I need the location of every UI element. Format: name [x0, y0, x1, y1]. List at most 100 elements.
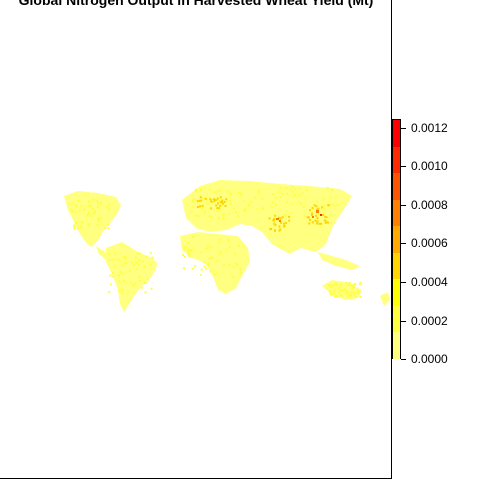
grid-cell	[332, 290, 335, 293]
land-cells	[64, 180, 390, 312]
grid-cell	[329, 284, 332, 287]
grid-cell	[140, 286, 143, 289]
grid-cell	[300, 203, 303, 206]
grid-cell	[187, 253, 190, 256]
grid-cell	[73, 227, 76, 230]
grid-cell	[149, 252, 152, 255]
grid-cell	[302, 214, 305, 217]
grid-cell	[225, 199, 228, 202]
grid-cell	[104, 227, 107, 230]
grid-cell	[346, 282, 349, 285]
grid-cell	[210, 200, 213, 203]
grid-cell	[316, 217, 319, 220]
grid-cell	[348, 294, 351, 297]
grid-cell	[316, 208, 319, 211]
grid-cell	[225, 248, 228, 251]
grid-cell	[203, 265, 206, 268]
grid-cell	[268, 217, 271, 220]
grid-cell	[77, 199, 80, 202]
grid-cell	[84, 208, 87, 211]
grid-cell	[203, 212, 206, 215]
grid-cell	[331, 189, 334, 192]
grid-cell	[289, 188, 292, 191]
grid-cell	[347, 295, 350, 298]
grid-cell	[325, 220, 328, 223]
grid-cell	[353, 291, 356, 294]
grid-cell	[87, 212, 90, 215]
grid-cell	[278, 225, 281, 228]
grid-cell	[257, 190, 260, 193]
grid-cell	[210, 215, 213, 218]
grid-cell	[145, 255, 148, 258]
grid-cell	[199, 188, 202, 191]
grid-cell	[306, 216, 309, 219]
grid-cell	[291, 190, 294, 193]
grid-cell	[315, 214, 318, 217]
grid-cell	[108, 291, 111, 294]
grid-cell	[121, 288, 124, 291]
grid-cell	[284, 221, 287, 224]
grid-cell	[338, 291, 341, 294]
grid-cell	[304, 197, 307, 200]
grid-cell	[314, 219, 317, 222]
grid-cell	[75, 204, 78, 207]
grid-cell	[354, 282, 357, 285]
grid-cell	[109, 283, 112, 286]
grid-cell	[97, 220, 100, 223]
grid-cell	[279, 220, 281, 222]
grid-cell	[239, 193, 242, 196]
grid-cell	[201, 205, 204, 208]
grid-cell	[301, 192, 304, 195]
grid-cell	[219, 250, 222, 253]
grid-cell	[219, 204, 222, 207]
grid-cell	[80, 220, 83, 223]
grid-cell	[208, 257, 211, 260]
grid-cell	[96, 224, 99, 227]
grid-cell	[331, 284, 334, 287]
grid-cell	[274, 229, 277, 232]
grid-cell	[329, 214, 332, 217]
grid-cell	[205, 247, 208, 250]
grid-cell	[144, 291, 147, 294]
grid-cell	[92, 212, 95, 215]
grid-cell	[316, 222, 319, 225]
grid-cell	[70, 202, 73, 205]
grid-cell	[118, 258, 121, 261]
grid-cell	[339, 294, 342, 297]
grid-cell	[196, 200, 199, 203]
grid-cell	[218, 217, 221, 220]
grid-cell	[309, 219, 312, 222]
grid-cell	[194, 188, 197, 191]
grid-cell	[219, 189, 222, 192]
grid-cell	[313, 204, 316, 207]
grid-cell	[270, 204, 273, 207]
legend-tick	[401, 321, 406, 322]
grid-cell	[224, 205, 227, 208]
grid-cell	[315, 205, 318, 208]
grid-cell	[239, 270, 242, 273]
grid-cell	[327, 204, 330, 207]
grid-cell	[302, 205, 305, 208]
grid-cell	[212, 198, 215, 201]
africa	[180, 232, 250, 294]
grid-cell	[324, 221, 327, 224]
grid-cell	[123, 262, 126, 265]
grid-cell	[194, 214, 197, 217]
grid-cell	[255, 208, 258, 211]
grid-cell	[273, 217, 276, 220]
grid-cell	[187, 250, 190, 253]
grid-cell	[109, 274, 112, 277]
grid-cell	[272, 219, 275, 222]
grid-cell	[218, 253, 221, 256]
grid-cell	[132, 263, 135, 266]
grid-cell	[194, 190, 197, 193]
legend-label: 0.0012	[411, 121, 448, 135]
north-america	[64, 191, 121, 247]
grid-cell	[215, 204, 218, 207]
grid-cell	[118, 289, 121, 292]
grid-cell	[216, 259, 219, 262]
grid-cell	[187, 248, 190, 251]
grid-cell	[323, 219, 326, 222]
grid-cell	[347, 284, 350, 287]
grid-cell	[128, 269, 131, 272]
